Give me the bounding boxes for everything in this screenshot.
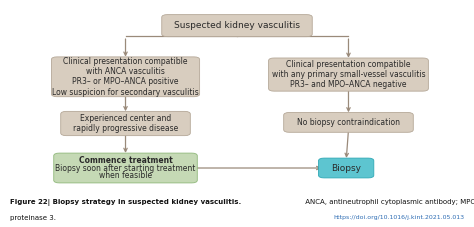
FancyBboxPatch shape: [54, 153, 197, 183]
Text: Clinical presentation compatible
with ANCA vasculitis
PR3– or MPO–ANCA positive
: Clinical presentation compatible with AN…: [52, 57, 199, 97]
Text: Biopsy: Biopsy: [331, 163, 361, 173]
FancyBboxPatch shape: [319, 158, 374, 178]
FancyBboxPatch shape: [269, 58, 428, 91]
Text: Experienced center and
rapidly progressive disease: Experienced center and rapidly progressi…: [73, 114, 178, 133]
FancyBboxPatch shape: [283, 113, 413, 132]
Text: https://doi.org/10.1016/j.kint.2021.05.013: https://doi.org/10.1016/j.kint.2021.05.0…: [334, 215, 465, 220]
Text: Figure 22| Biopsy strategy in suspected kidney vasculitis.: Figure 22| Biopsy strategy in suspected …: [10, 199, 242, 206]
Text: when feasible: when feasible: [99, 171, 152, 180]
Text: Commence treatment: Commence treatment: [79, 156, 173, 165]
FancyBboxPatch shape: [61, 111, 191, 136]
Text: ANCA, antineutrophil cytoplasmic antibody; MPO, myeloperoxidase; PR3,: ANCA, antineutrophil cytoplasmic antibod…: [303, 199, 474, 205]
Text: Clinical presentation compatible
with any primary small-vessel vasculitis
PR3– a: Clinical presentation compatible with an…: [272, 60, 425, 89]
FancyBboxPatch shape: [51, 57, 200, 97]
Text: No biopsy contraindication: No biopsy contraindication: [297, 118, 400, 127]
Text: Biopsy soon after starting treatment: Biopsy soon after starting treatment: [55, 163, 196, 173]
Text: proteinase 3.: proteinase 3.: [10, 215, 56, 221]
FancyBboxPatch shape: [162, 15, 312, 37]
Text: Suspected kidney vasculitis: Suspected kidney vasculitis: [174, 21, 300, 30]
